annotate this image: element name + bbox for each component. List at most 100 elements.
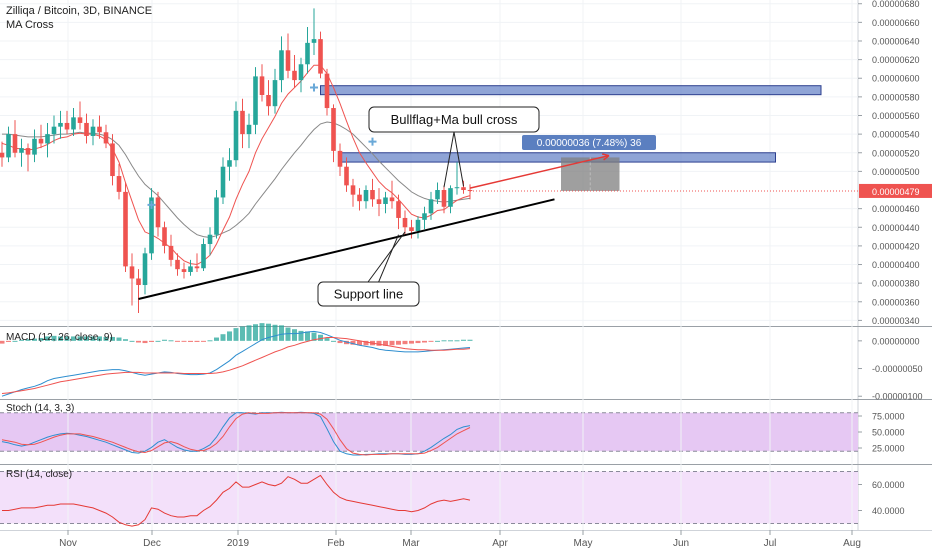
ma-cross-marker [310,83,318,92]
candle-body [58,122,63,127]
macd-histogram-bar [448,340,453,342]
candle-body [136,278,141,286]
macd-histogram-bar [123,339,128,341]
y-tick-label: 0.00000360 [872,297,920,307]
candle-body [149,197,154,254]
macd-histogram-bar [240,326,245,341]
macd-histogram-bar [357,340,362,346]
macd-histogram-bar [90,336,96,341]
macd-histogram-bar [298,330,304,341]
resistance-zone [339,152,776,163]
candle-body [103,132,109,144]
macd-histogram-bar [97,336,102,341]
macd-histogram-bar [435,340,440,342]
last-price-text: 0.00000479 [872,187,920,197]
y-tick-label: 0.00000660 [872,18,920,28]
macd-histogram-bar [454,340,460,342]
macd-histogram-bar [162,339,167,341]
ma-cross-marker [147,200,156,209]
candle-body [370,190,375,200]
macd-histogram-bar [350,340,356,345]
candle-body [214,197,219,235]
candle-body [90,126,96,136]
macd-histogram-bar [58,336,63,341]
macd-histogram-bar [77,336,83,341]
macd-histogram-bar [246,325,252,341]
macd-histogram-bar [272,324,278,341]
candle-body [311,39,317,43]
y-tick-label: 0.00000440 [872,223,920,233]
candle-body [194,266,200,269]
y-tick-label: 0.00000680 [872,0,920,9]
macd-histogram-bar [415,340,421,344]
candle-body [201,244,206,269]
projection-arrowhead [602,153,610,161]
candle-body [357,194,362,202]
candle-body [266,95,271,107]
macd-histogram-bar [188,340,193,342]
y-tick-label: -0.00000100 [872,392,923,402]
macd-title: MACD (12, 26, close, 9) [6,332,113,343]
macd-histogram-bar [38,338,44,341]
macd-histogram-bar [402,340,408,345]
macd-histogram-bar [461,339,466,341]
support-trendline [138,198,555,300]
macd-line [1,330,471,397]
candle-body [383,197,388,204]
macd-histogram-bar [383,340,388,346]
projection-arrow-line [469,154,610,189]
macd-histogram-bar [331,340,336,342]
macd-histogram-bar [253,324,258,341]
macd-histogram-bar [292,329,297,341]
macd-histogram-bar [149,340,154,342]
candle-body [448,188,453,207]
candle-body [461,187,466,191]
candle-body [129,266,135,279]
candle-body [12,134,18,153]
macd-histogram-bar [168,340,174,342]
rsi-title: RSI (14, close) [6,469,72,480]
x-tick-label: Dec [143,538,161,549]
x-tick-label: May [574,538,593,549]
indicator-title: MA Cross [6,19,54,31]
candle-body [253,76,258,125]
rsi-band [0,471,858,524]
bullflag-callout-pointer [453,131,464,187]
macd-histogram-bar [32,338,37,341]
candle-body [396,201,401,218]
macd-histogram-bar [71,336,76,341]
rsi-line [2,474,471,527]
candle-body [422,213,427,220]
macd-histogram-bar [155,340,161,342]
y-tick-label: 0.00000000 [872,336,920,346]
measure-label-bg [522,135,656,150]
candle-body [142,253,148,286]
candle-body [97,126,102,133]
candle-body [305,42,310,65]
candle-body [64,122,70,130]
candle-body [344,166,349,186]
macd-signal-line [1,337,471,394]
macd-histogram-bar [441,340,447,342]
bullflag-callout-pointer-2 [443,131,455,188]
macd-histogram-bar [0,340,5,344]
macd-histogram-bar [266,323,271,341]
y-tick-label: 75.0000 [872,412,905,422]
candle-body [409,227,414,231]
candle-body [25,148,31,155]
resistance-zone [320,85,822,96]
y-tick-label: 0.00000520 [872,148,920,158]
x-tick-label: Apr [492,538,508,549]
macd-histogram-bar [214,337,219,341]
macd-histogram-bar [389,340,395,346]
candle-body [19,148,24,153]
candle-body [116,176,122,192]
ma-slow-line [2,121,471,239]
y-tick-label: 0.00000580 [872,92,920,102]
candle-body [246,124,252,135]
macd-histogram-bar [51,335,57,341]
candle-body [259,76,265,96]
macd-histogram-bar [422,340,427,343]
